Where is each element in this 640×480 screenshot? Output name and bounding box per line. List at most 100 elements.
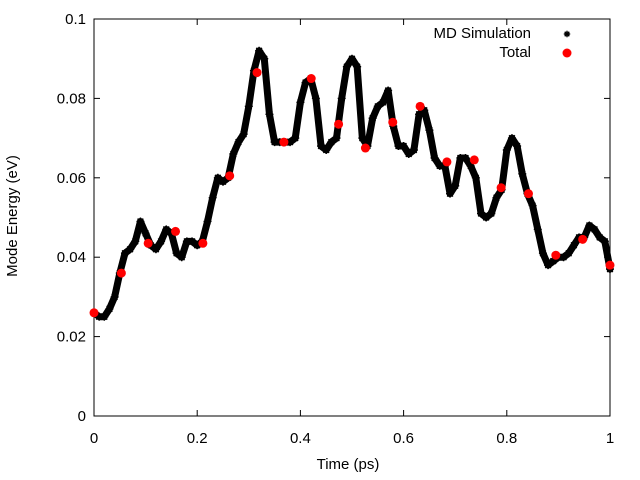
x-axis-ticks: 0 0.2 0.4 0.6 0.8 1 [90, 19, 614, 447]
md-simulation-point [348, 54, 356, 63]
md-simulation-point [544, 261, 553, 270]
md-simulation-point [399, 142, 408, 151]
md-simulation-point [270, 138, 279, 147]
legend-label-md-simulation: MD Simulation [433, 25, 531, 42]
md-simulation-point [513, 142, 522, 151]
total-point [578, 234, 588, 244]
md-simulation-point [322, 146, 331, 155]
md-simulation-point [600, 237, 609, 246]
md-simulation-point [182, 237, 191, 246]
md-simulation-point [342, 62, 351, 71]
total-point [496, 183, 506, 193]
md-simulation-point [358, 134, 367, 143]
total-point [551, 250, 561, 260]
x-tick-label: 0.2 [187, 430, 208, 447]
x-tick-label: 0.4 [290, 430, 311, 447]
md-simulation-point [451, 181, 460, 190]
x-tick-label: 1 [606, 430, 614, 447]
x-tick-label: 0.6 [393, 430, 414, 447]
md-simulation-point [471, 173, 480, 182]
total-point [171, 226, 181, 236]
md-simulation-point [126, 245, 135, 254]
total-point [360, 143, 370, 153]
md-simulation-point [120, 249, 129, 258]
md-simulation-point [585, 221, 594, 230]
md-simulation-point [507, 134, 516, 143]
md-simulation-point [327, 138, 336, 147]
md-simulation-point [234, 138, 243, 147]
md-simulation-point [384, 86, 393, 95]
md-simulation-point [203, 217, 212, 226]
md-simulation-point [533, 225, 542, 234]
plot-frame [93, 18, 611, 417]
md-simulation-point [430, 153, 439, 162]
md-simulation-point [482, 213, 491, 222]
md-simulation-point [337, 94, 346, 103]
total-point [442, 157, 452, 167]
md-simulation-series [90, 46, 614, 321]
total-point [89, 308, 99, 318]
total-point [252, 68, 262, 78]
md-simulation-point [141, 229, 150, 238]
y-tick-label: 0.04 [57, 249, 86, 266]
md-simulation-point [162, 225, 171, 234]
y-axis-ticks: 0 0.02 0.04 0.06 0.08 0.1 [57, 11, 610, 425]
md-simulation-point [456, 153, 465, 162]
md-simulation-point [477, 209, 485, 218]
md-simulation-point [110, 292, 119, 301]
md-simulation-point [291, 134, 300, 143]
total-point [415, 101, 425, 111]
legend-label-total: Total [499, 44, 531, 61]
md-simulation-point [286, 138, 295, 147]
md-simulation-point [378, 98, 387, 107]
legend: MD Simulation Total [433, 25, 572, 61]
md-simulation-point [95, 312, 104, 321]
md-simulation-point [244, 102, 253, 111]
md-simulation-point [193, 241, 202, 250]
md-simulation-point [151, 245, 160, 254]
md-simulation-point [167, 229, 176, 238]
legend-star-glyph [563, 30, 571, 38]
legend-marker-total [562, 48, 572, 58]
total-series [89, 68, 615, 318]
md-simulation-point [136, 217, 145, 226]
md-simulation-point [528, 201, 537, 210]
total-point [143, 238, 153, 248]
md-simulation-point [208, 193, 217, 202]
total-point [279, 137, 289, 147]
md-simulation-point [466, 161, 475, 170]
total-point [116, 268, 126, 278]
md-simulation-point [105, 304, 114, 313]
md-simulation-point [157, 237, 166, 246]
md-simulation-point [301, 78, 310, 87]
md-simulation-point [296, 98, 305, 107]
y-tick-label: 0.1 [65, 11, 86, 28]
md-simulation-point [100, 312, 109, 321]
md-simulation-point [317, 142, 326, 151]
y-tick-label: 0.06 [57, 170, 86, 187]
md-simulation-point [590, 225, 599, 234]
md-simulation-point [518, 169, 527, 178]
md-simulation-point [415, 110, 424, 119]
md-simulation-point [332, 134, 341, 143]
md-simulation-point [420, 106, 429, 115]
y-tick-label: 0.08 [57, 90, 86, 107]
md-simulation-point [229, 149, 238, 158]
total-point [306, 74, 316, 84]
md-simulation-point [404, 149, 413, 158]
md-simulation-point [311, 94, 320, 103]
md-simulation-point [425, 126, 434, 135]
md-simulation-point [353, 62, 362, 71]
md-simulation-point [569, 241, 578, 250]
md-simulation-point [177, 253, 186, 262]
total-point [605, 260, 615, 270]
md-simulation-point [595, 233, 604, 242]
md-simulation-point [255, 46, 264, 55]
md-simulation-point [446, 189, 455, 198]
x-tick-label: 0 [90, 430, 98, 447]
md-simulation-point [559, 253, 568, 262]
md-simulation-point [394, 142, 403, 151]
md-simulation-point [172, 249, 181, 258]
md-simulation-point [502, 146, 511, 155]
